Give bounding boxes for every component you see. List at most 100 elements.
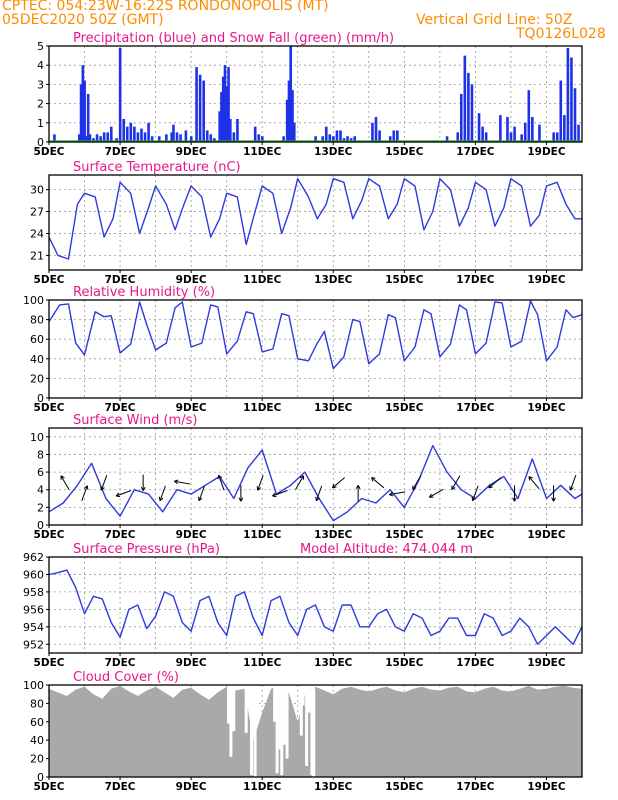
precip-bar <box>202 80 205 142</box>
wind-arrow <box>158 485 166 502</box>
panel-title: Relative Humidity (%) <box>73 285 215 300</box>
wind-arrow-shaft <box>569 474 577 491</box>
y-tick-label: 3 <box>37 78 44 91</box>
x-tick-label: 19DEC <box>527 274 566 286</box>
y-tick-label: 4 <box>37 484 44 497</box>
precip-bar <box>287 80 291 142</box>
header-date: 05DEC2020 50Z (GMT) <box>2 12 164 28</box>
precip-bar <box>209 134 213 142</box>
precip-bar <box>205 130 209 142</box>
precip-bar <box>570 57 573 142</box>
panel-title: Surface Pressure (hPa) <box>73 542 220 557</box>
cloud-gap-bar <box>275 685 279 774</box>
panel-title: Surface Temperature (nC) <box>73 160 241 175</box>
x-tick-label: 19DEC <box>527 529 566 541</box>
y-tick-label: 10 <box>30 431 44 444</box>
precip-bar <box>459 94 463 142</box>
x-tick-label: 15DEC <box>385 657 424 669</box>
panel-2: 21 24 27 30 5DEC 7DEC 9DEC 11DEC 13DEC 15DEC 17DEC… <box>30 160 583 286</box>
wind-arrow-shaft <box>412 475 422 490</box>
x-tick-label: 5DEC <box>34 146 65 158</box>
precip-bar <box>353 136 356 142</box>
precip-bar <box>106 132 110 142</box>
cloud-gap-bar <box>280 685 284 776</box>
panel-frame <box>48 45 583 143</box>
wind-arrow-shaft <box>451 475 461 490</box>
x-tick-label: 7DEC <box>105 529 136 541</box>
precip-bar <box>346 136 349 142</box>
x-tick-label: 11DEC <box>243 146 282 158</box>
precip-bar <box>282 136 285 142</box>
y-tick-label: 27 <box>30 206 44 219</box>
wind-arrow-head <box>256 486 262 491</box>
wind-arrow <box>256 474 264 491</box>
wind-arrow-head <box>83 485 89 490</box>
wind-arrow-head <box>115 492 121 498</box>
cloud-gap-bar <box>299 685 303 736</box>
y-tick-label: 5 <box>37 40 44 53</box>
cloud-gap-bar <box>310 685 314 776</box>
precip-bar <box>332 136 335 142</box>
wind-arrow-head <box>471 496 476 502</box>
precip-bar <box>339 130 342 142</box>
precip-bar <box>371 122 374 142</box>
wind-arrow-head <box>217 474 222 480</box>
wind-arrow <box>471 485 479 502</box>
series-line <box>48 444 583 522</box>
precip-bar <box>314 136 317 142</box>
precip-bar <box>509 132 513 142</box>
precip-bar <box>165 134 168 142</box>
precip-bar <box>292 122 296 142</box>
x-tick-label: 17DEC <box>456 781 495 793</box>
precip-bar <box>289 46 293 142</box>
precip-bar <box>563 115 566 142</box>
wind-arrow <box>140 474 146 491</box>
precip-bar <box>396 130 399 142</box>
wind-arrow-head <box>528 476 533 481</box>
y-tick-label: 956 <box>23 603 44 616</box>
precip-bar <box>229 118 232 142</box>
panel-3: 0 20 40 60 80 100 5DEC 7DEC 9DEC 11DEC 13DEC 15DEC 1… <box>23 285 583 414</box>
precip-bar <box>232 132 236 142</box>
x-tick-label: 7DEC <box>105 146 136 158</box>
y-tick-label: 20 <box>30 372 44 385</box>
wind-arrow-head <box>355 485 361 490</box>
wind-arrow-head <box>389 491 394 497</box>
wind-arrow <box>332 477 346 489</box>
precip-bar <box>81 65 85 142</box>
precip-bar <box>257 134 261 142</box>
wind-arrow-head <box>272 492 277 498</box>
wind-arrow-head <box>60 475 65 480</box>
wind-arrow-shaft <box>257 474 264 491</box>
wind-arrow <box>60 475 70 490</box>
precip-bar <box>388 136 392 142</box>
wind-arrow <box>100 474 108 491</box>
wind-arrow-shaft <box>81 485 88 501</box>
panel-frame <box>48 427 583 526</box>
precip-bar <box>147 122 150 142</box>
panel-frame <box>48 299 583 399</box>
x-tick-label: 15DEC <box>385 146 424 158</box>
precip-bar <box>85 136 88 142</box>
wind-arrow-head <box>371 477 376 482</box>
cloud-gap-bar <box>244 685 248 733</box>
precip-bar <box>321 136 325 142</box>
precip-bar <box>225 86 229 142</box>
precip-bar <box>170 132 173 142</box>
y-tick-label: 60 <box>30 716 44 729</box>
precip-bar <box>506 117 509 142</box>
x-tick-label: 5DEC <box>34 781 65 793</box>
precip-bar <box>53 134 56 142</box>
precip-bar <box>484 132 488 142</box>
wind-arrow-head <box>451 485 456 491</box>
series-line <box>48 300 583 370</box>
wind-arrow-head <box>299 475 305 480</box>
precip-bar <box>392 130 396 142</box>
wind-arrow <box>428 488 444 498</box>
wind-arrow <box>115 490 132 498</box>
x-tick-label: 13DEC <box>314 402 353 414</box>
wind-arrow-shaft <box>272 490 288 497</box>
cloud-gap-bar <box>282 685 286 745</box>
y-tick-label: 4 <box>37 59 44 72</box>
x-tick-label: 19DEC <box>527 781 566 793</box>
